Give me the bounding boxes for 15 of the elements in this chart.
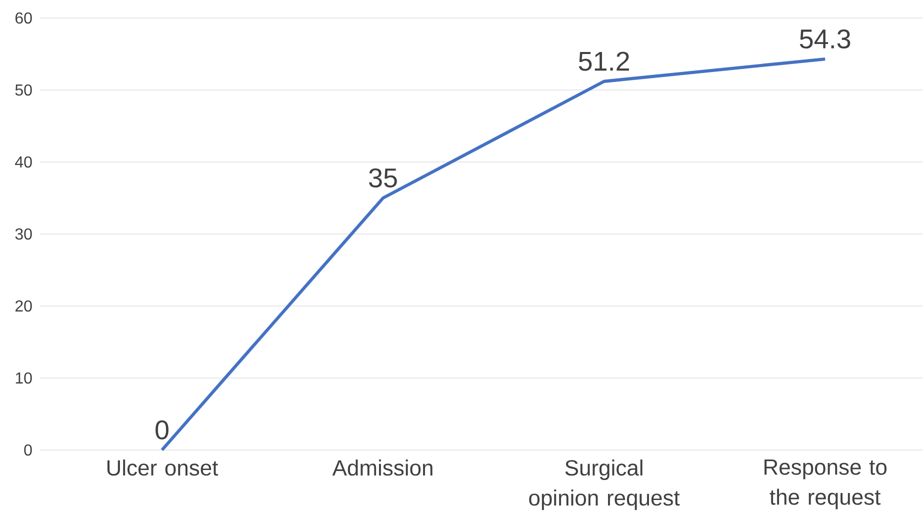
y-tick-label: 30: [15, 228, 32, 240]
data-label: 0: [156, 420, 168, 440]
y-tick-label: 0: [24, 444, 32, 456]
data-label: 51.2: [578, 52, 629, 71]
data-label: 35: [369, 168, 397, 188]
x-tick-label: Admission: [332, 460, 432, 476]
data-label: 54.3: [800, 29, 850, 49]
y-tick-label: 40: [15, 156, 32, 168]
x-tick-label: Ulcer onset: [107, 460, 218, 476]
x-tick-label: Response to the request: [764, 460, 887, 510]
y-tick-label: 60: [15, 12, 32, 24]
x-tick-label: Surgical opinion request: [529, 460, 680, 510]
y-tick-label: 10: [16, 372, 32, 384]
y-tick-label: 50: [15, 84, 32, 96]
y-tick-label: 20: [15, 300, 32, 312]
